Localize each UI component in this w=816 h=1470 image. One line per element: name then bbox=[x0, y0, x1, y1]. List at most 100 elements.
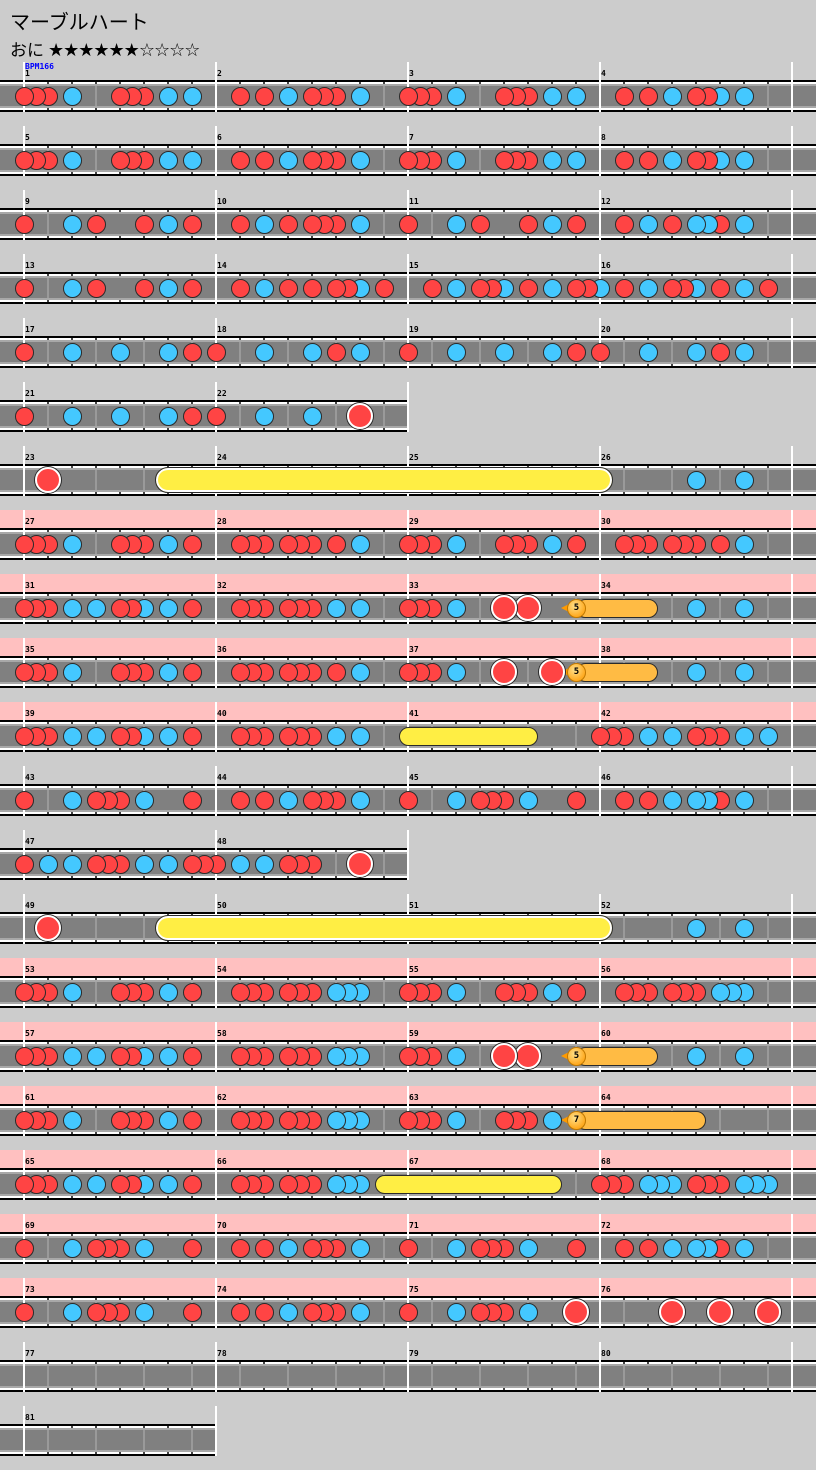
beat-tick bbox=[167, 1296, 169, 1328]
beat-line bbox=[479, 1366, 481, 1386]
beat-tick bbox=[167, 784, 169, 816]
ka-note bbox=[62, 278, 82, 298]
beat-line bbox=[335, 406, 337, 426]
ka-note bbox=[446, 1110, 466, 1130]
beat-line bbox=[383, 86, 385, 106]
don-note bbox=[398, 1110, 418, 1130]
don-note bbox=[398, 662, 418, 682]
chart-row: 43 44 45 46 bbox=[0, 766, 816, 830]
measure-number: 68 bbox=[601, 1157, 611, 1166]
don-note bbox=[230, 150, 250, 170]
measure-number: 37 bbox=[409, 645, 419, 654]
ka-note bbox=[62, 1046, 82, 1066]
don-note bbox=[278, 1110, 298, 1130]
beat-tick bbox=[647, 912, 649, 944]
ka-note bbox=[158, 342, 178, 362]
ka-note bbox=[638, 1174, 658, 1194]
ka-note bbox=[278, 1302, 298, 1322]
barline bbox=[215, 62, 217, 112]
beat-line bbox=[287, 1366, 289, 1386]
don-note bbox=[614, 534, 634, 554]
beat-line bbox=[671, 662, 673, 682]
don-note bbox=[566, 214, 586, 234]
measure-number: 75 bbox=[409, 1285, 419, 1294]
don-big-note bbox=[347, 851, 373, 877]
ka-note bbox=[302, 342, 322, 362]
ka-note bbox=[158, 1174, 178, 1194]
beat-tick bbox=[167, 1232, 169, 1264]
barline bbox=[791, 638, 793, 688]
beat-line bbox=[431, 1366, 433, 1386]
measure-number: 19 bbox=[409, 325, 419, 334]
ka-note bbox=[446, 790, 466, 810]
barline bbox=[215, 1214, 217, 1264]
don-note bbox=[710, 534, 730, 554]
ka-note bbox=[158, 278, 178, 298]
barline bbox=[791, 766, 793, 816]
don-note bbox=[566, 534, 586, 554]
ka-note bbox=[734, 86, 754, 106]
beat-line bbox=[719, 1366, 721, 1386]
ka-note bbox=[62, 150, 82, 170]
balloon-head: 5 bbox=[567, 1047, 586, 1066]
beat-line bbox=[719, 1046, 721, 1066]
ka-note bbox=[86, 598, 106, 618]
ka-note bbox=[542, 534, 562, 554]
balloon-head: 5 bbox=[567, 599, 586, 618]
don-note bbox=[182, 662, 202, 682]
measure-number: 5 bbox=[25, 133, 30, 142]
measure-number: 43 bbox=[25, 773, 35, 782]
measure-number: 27 bbox=[25, 517, 35, 526]
measure-number: 53 bbox=[25, 965, 35, 974]
don-note bbox=[182, 1046, 202, 1066]
beat-tick bbox=[167, 1424, 169, 1456]
barline bbox=[791, 62, 793, 112]
don-note bbox=[686, 1174, 706, 1194]
measure-number: 67 bbox=[409, 1157, 419, 1166]
don-note bbox=[14, 406, 34, 426]
don-note bbox=[278, 1046, 298, 1066]
ka-note bbox=[62, 1174, 82, 1194]
barline bbox=[599, 958, 601, 1008]
ka-note bbox=[542, 342, 562, 362]
beat-line bbox=[47, 342, 49, 362]
ka-note bbox=[350, 662, 370, 682]
chart-row: 53 54 55 56 bbox=[0, 958, 816, 1022]
ka-note bbox=[62, 214, 82, 234]
ka-note bbox=[62, 854, 82, 874]
ka-note bbox=[734, 150, 754, 170]
balloon-body bbox=[576, 599, 658, 618]
measure-number: 4 bbox=[601, 69, 606, 78]
don-note bbox=[254, 150, 274, 170]
ka-note bbox=[518, 1238, 538, 1258]
beat-line bbox=[383, 1046, 385, 1066]
measure-number: 8 bbox=[601, 133, 606, 142]
ka-note bbox=[254, 214, 274, 234]
don-note bbox=[14, 278, 34, 298]
ka-note bbox=[734, 1046, 754, 1066]
measure-number: 9 bbox=[25, 197, 30, 206]
beat-line bbox=[719, 598, 721, 618]
beat-line bbox=[767, 1238, 769, 1258]
don-note bbox=[86, 278, 106, 298]
chart-row: 57 58 59 60 5 bbox=[0, 1022, 816, 1086]
ka-note bbox=[278, 790, 298, 810]
ka-note bbox=[446, 598, 466, 618]
don-big-note bbox=[563, 1299, 589, 1325]
barline bbox=[791, 702, 793, 752]
measure-number: 79 bbox=[409, 1349, 419, 1358]
beat-line bbox=[383, 406, 385, 426]
beat-tick bbox=[311, 1360, 313, 1392]
beat-line bbox=[383, 790, 385, 810]
don-note bbox=[230, 598, 250, 618]
ka-note bbox=[158, 534, 178, 554]
barline bbox=[215, 958, 217, 1008]
ka-note bbox=[278, 150, 298, 170]
beat-line bbox=[767, 86, 769, 106]
beat-line bbox=[479, 1046, 481, 1066]
beat-line bbox=[623, 1366, 625, 1386]
star-rating: ★★★★★★☆☆☆☆ bbox=[48, 40, 200, 61]
don-note bbox=[686, 150, 706, 170]
measure-number: 17 bbox=[25, 325, 35, 334]
beat-tick bbox=[71, 1424, 73, 1456]
